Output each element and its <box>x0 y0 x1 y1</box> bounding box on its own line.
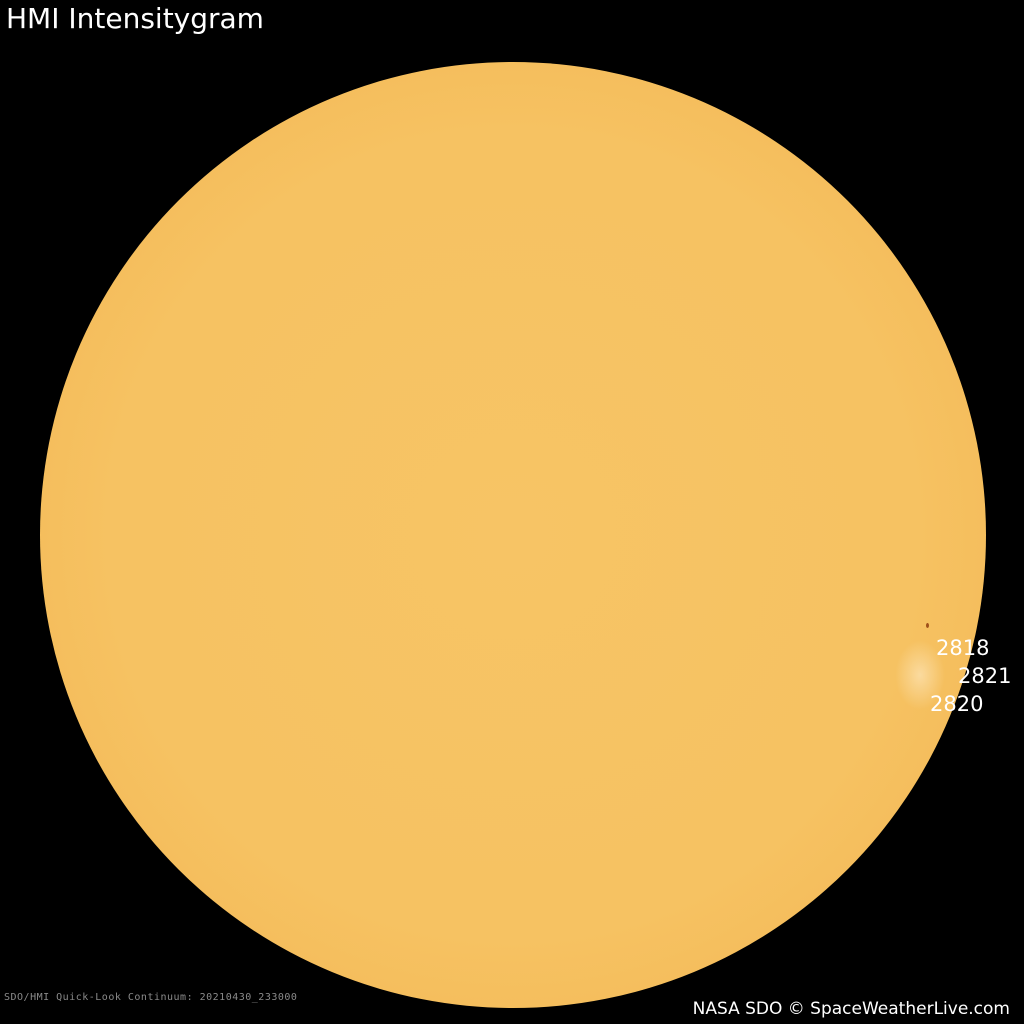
sunspot <box>926 623 929 628</box>
active-region-plage <box>895 640 945 710</box>
solar-disk <box>40 62 986 1008</box>
credit-text: NASA SDO © SpaceWeatherLive.com <box>692 999 1010 1019</box>
image-title: HMI Intensitygram <box>6 2 264 35</box>
region-label-2818: 2818 <box>936 636 990 660</box>
region-label-2821: 2821 <box>958 664 1012 688</box>
observation-info: SDO/HMI Quick-Look Continuum: 20210430_2… <box>4 992 298 1003</box>
region-label-2820: 2820 <box>930 692 984 716</box>
